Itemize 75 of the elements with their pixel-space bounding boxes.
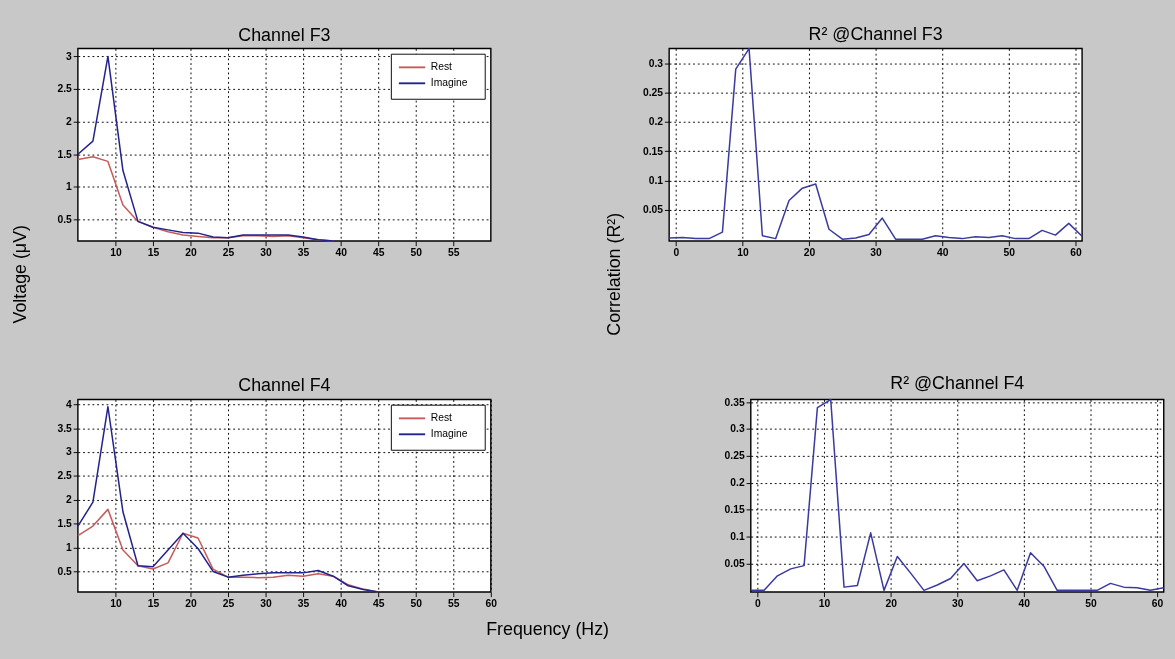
y-tick-label: 1 xyxy=(66,181,73,193)
x-tick-label: 50 xyxy=(1085,598,1097,610)
y-tick-label: 3 xyxy=(66,50,73,62)
x-tick-label: 15 xyxy=(147,598,160,610)
x-tick-label: 35 xyxy=(297,598,310,610)
line-series xyxy=(77,405,379,593)
y-tick-label: 0.1 xyxy=(648,174,664,186)
x-tick-label: 10 xyxy=(110,247,122,259)
y-tick-label: 0.3 xyxy=(730,423,745,435)
x-axis-title: Frequency (Hz) xyxy=(486,618,610,639)
x-tick-label: 50 xyxy=(410,598,423,610)
x-tick-label: 20 xyxy=(185,598,197,610)
y-tick-label: 1 xyxy=(66,541,73,553)
x-tick-label: 55 xyxy=(448,598,460,610)
y-tick-label: 0.5 xyxy=(57,213,73,225)
y-tick-label: 0.05 xyxy=(642,204,664,216)
chart-title: R² @Channel F3 xyxy=(808,24,943,45)
y-tick-label: 0.15 xyxy=(724,504,745,516)
legend-label: Imagine xyxy=(430,428,468,440)
x-tick-label: 45 xyxy=(372,247,385,259)
x-tick-label: 30 xyxy=(952,598,964,610)
x-tick-label: 60 xyxy=(485,598,498,610)
y-tick-label: 2.5 xyxy=(57,470,73,482)
x-tick-label: 20 xyxy=(885,598,898,610)
y-tick-label: 3.5 xyxy=(57,422,73,434)
x-tick-label: 40 xyxy=(335,247,348,259)
x-tick-label: 40 xyxy=(1018,598,1031,610)
legend-label: Rest xyxy=(430,412,453,424)
chart-title: Channel F3 xyxy=(238,25,331,46)
y-tick-label: 2.5 xyxy=(57,83,73,95)
y-tick-label: 2 xyxy=(66,115,73,127)
x-tick-label: 40 xyxy=(936,247,949,259)
legend-label: Imagine xyxy=(430,77,468,89)
y-tick-label: 0.35 xyxy=(724,396,745,408)
x-tick-label: 0 xyxy=(755,598,762,610)
x-tick-label: 25 xyxy=(222,598,235,610)
x-tick-label: 60 xyxy=(1070,247,1082,259)
x-tick-label: 20 xyxy=(185,247,197,259)
x-tick-label: 15 xyxy=(147,247,160,259)
y-tick-label: 0.2 xyxy=(648,116,664,128)
chart-title: Channel F4 xyxy=(238,375,331,396)
y-axis-title: Correlation (R²) xyxy=(604,212,625,336)
x-tick-label: 20 xyxy=(803,247,816,259)
y-tick-label: 1.5 xyxy=(57,517,73,529)
y-tick-label: 1.5 xyxy=(57,148,73,160)
x-tick-label: 55 xyxy=(448,247,460,259)
y-tick-label: 4 xyxy=(66,398,73,410)
x-tick-label: 25 xyxy=(222,247,235,259)
y-tick-label: 0.25 xyxy=(724,450,745,462)
x-tick-label: 50 xyxy=(1003,247,1016,259)
y-tick-label: 2 xyxy=(66,494,73,506)
x-tick-label: 0 xyxy=(673,247,680,259)
legend-label: Rest xyxy=(430,61,453,73)
y-tick-label: 0.15 xyxy=(642,145,664,157)
x-tick-label: 40 xyxy=(335,598,348,610)
y-tick-label: 0.2 xyxy=(730,477,745,489)
y-tick-label: 0.05 xyxy=(724,557,745,569)
x-tick-label: 10 xyxy=(110,598,122,610)
y-tick-label: 0.3 xyxy=(648,57,664,69)
y-tick-label: 3 xyxy=(66,446,73,458)
x-tick-label: 30 xyxy=(870,247,883,259)
chart-title: R² @Channel F4 xyxy=(890,373,1025,394)
y-tick-label: 0.25 xyxy=(642,86,664,98)
x-tick-label: 10 xyxy=(737,247,749,259)
x-tick-label: 60 xyxy=(1151,598,1164,610)
x-tick-label: 35 xyxy=(297,247,310,259)
y-tick-label: 0.5 xyxy=(57,565,73,577)
x-tick-label: 45 xyxy=(372,598,385,610)
x-tick-label: 30 xyxy=(260,247,273,259)
y-axis-title: Voltage (μV) xyxy=(9,225,30,324)
y-tick-label: 0.1 xyxy=(730,530,745,542)
x-tick-label: 50 xyxy=(410,247,423,259)
line-series xyxy=(77,55,334,242)
x-tick-label: 30 xyxy=(260,598,273,610)
x-tick-label: 10 xyxy=(818,598,831,610)
